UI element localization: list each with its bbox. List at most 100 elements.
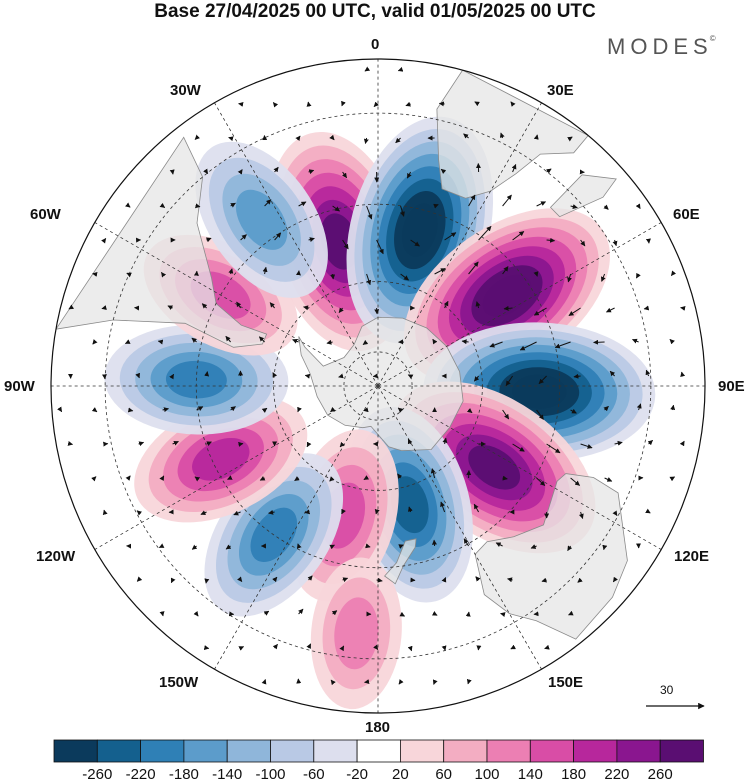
colorbar-swatch-6: [313, 739, 358, 763]
wind-vector-0: [364, 66, 371, 72]
australia-outline: [474, 473, 628, 640]
wind-vectors: [57, 66, 686, 686]
wind-vector-117: [461, 339, 469, 345]
wind-vector-255: [431, 611, 438, 616]
wind-vector-150: [297, 406, 302, 413]
wind-vector-263: [306, 643, 312, 649]
wind-vector-210: [473, 503, 480, 513]
wind-vector-237: [307, 575, 313, 581]
colorbar-label-8: 60: [435, 766, 452, 783]
wind-vector-172: [407, 438, 413, 445]
wind-vector-83: [567, 273, 572, 283]
wind-vector-119: [519, 341, 537, 351]
colorbar-swatch-3: [183, 739, 228, 763]
colorbar-swatch-12: [573, 739, 618, 763]
wind-vector-49: [570, 204, 578, 209]
lon-label-150e: 150E: [548, 674, 584, 691]
wind-vector-188: [329, 476, 335, 482]
wind-vector-104: [643, 305, 650, 311]
wind-vector-63: [478, 225, 492, 241]
colorbar-swatch-14: [659, 739, 704, 763]
colorbar-label-11: 180: [561, 766, 586, 783]
wind-vector-217: [158, 543, 165, 549]
graticule: [51, 59, 705, 713]
wind-vector-182: [125, 475, 131, 481]
wind-vector-219: [225, 544, 232, 550]
wind-vector-91: [201, 303, 208, 309]
wind-vector-241: [441, 577, 447, 583]
wind-vector-47: [502, 194, 512, 207]
wind-vector-52: [101, 238, 107, 244]
wind-vector-140: [609, 370, 616, 377]
wind-vector-70: [126, 272, 132, 278]
lon-label-90w: 90W: [4, 378, 35, 395]
colorbar-swatch-9: [443, 739, 488, 763]
wind-vector-228: [530, 544, 537, 549]
wind-vector-19: [463, 133, 469, 139]
colorbar-swatch-8: [399, 739, 445, 763]
wind-vector-236: [272, 576, 278, 583]
map-title: Base 27/04/2025 00 UTC, valid 01/05/2025…: [154, 1, 596, 22]
wind-vector-132: [338, 373, 344, 379]
wind-vector-64: [512, 231, 525, 241]
wind-vector-207: [374, 508, 380, 515]
lon-label-30w: 30W: [170, 82, 201, 99]
colorbar-swatch-1: [96, 739, 142, 763]
wind-vector-33: [511, 164, 517, 173]
wind-vector-111: [258, 336, 265, 343]
wind-vector-250: [263, 610, 270, 616]
wind-vector-160: [636, 403, 642, 411]
wind-vector-25: [237, 169, 243, 175]
wind-vector-28: [341, 171, 348, 179]
wind-vector-1: [397, 66, 404, 72]
wind-vector-5: [341, 100, 346, 107]
wind-vector-101: [533, 307, 547, 316]
wind-vector-259: [568, 610, 574, 616]
wind-vector-66: [580, 239, 586, 247]
wind-vector-16: [363, 137, 369, 144]
wind-vector-189: [363, 475, 370, 481]
wind-vector-156: [502, 409, 510, 420]
wind-vector-138: [538, 375, 547, 385]
colorbar-label-4: -100: [255, 766, 285, 783]
anomaly-center-12: [310, 557, 402, 710]
wind-vector-144: [91, 407, 98, 413]
wind-vector-199: [102, 509, 108, 516]
wind-vector-181: [91, 476, 97, 482]
wind-vector-103: [605, 307, 615, 313]
wind-vector-179: [647, 439, 653, 446]
wind-vector-254: [399, 611, 406, 617]
wind-vector-42: [332, 205, 340, 212]
wind-vector-221: [296, 543, 302, 549]
wind-vector-76: [330, 273, 336, 280]
colorbar-label-5: -60: [303, 766, 325, 783]
brand-logo: MODES©: [607, 34, 716, 60]
wind-vector-265: [373, 644, 379, 650]
meridian-210: [214, 386, 379, 670]
colorbar-label-7: 20: [392, 766, 409, 783]
wind-vector-266: [407, 645, 413, 652]
wind-vector-275: [398, 679, 404, 685]
lon-label-0: 0: [371, 36, 380, 53]
wind-vector-95: [338, 307, 344, 313]
wind-vector-11: [194, 134, 201, 140]
wind-vector-202: [200, 510, 207, 515]
colorbar-swatch-10: [486, 739, 531, 763]
wind-vector-193: [502, 475, 508, 481]
wind-vector-44: [400, 205, 405, 217]
wind-vector-147: [196, 406, 204, 411]
wind-vector-94: [303, 305, 309, 311]
colorbar-swatch-2: [140, 739, 185, 763]
wind-vector-139: [573, 373, 581, 379]
continents: [55, 69, 628, 640]
wind-vector-22: [567, 136, 573, 142]
wind-vector-38: [195, 203, 201, 209]
wind-vector-267: [441, 645, 447, 651]
wind-vector-90: [167, 305, 174, 310]
wind-vector-58: [308, 237, 315, 243]
wind-vector-269: [510, 644, 516, 650]
wind-vector-239: [376, 577, 383, 583]
wind-vector-203: [233, 510, 241, 516]
wind-vector-169: [306, 441, 312, 448]
wind-vector-187: [294, 476, 300, 482]
